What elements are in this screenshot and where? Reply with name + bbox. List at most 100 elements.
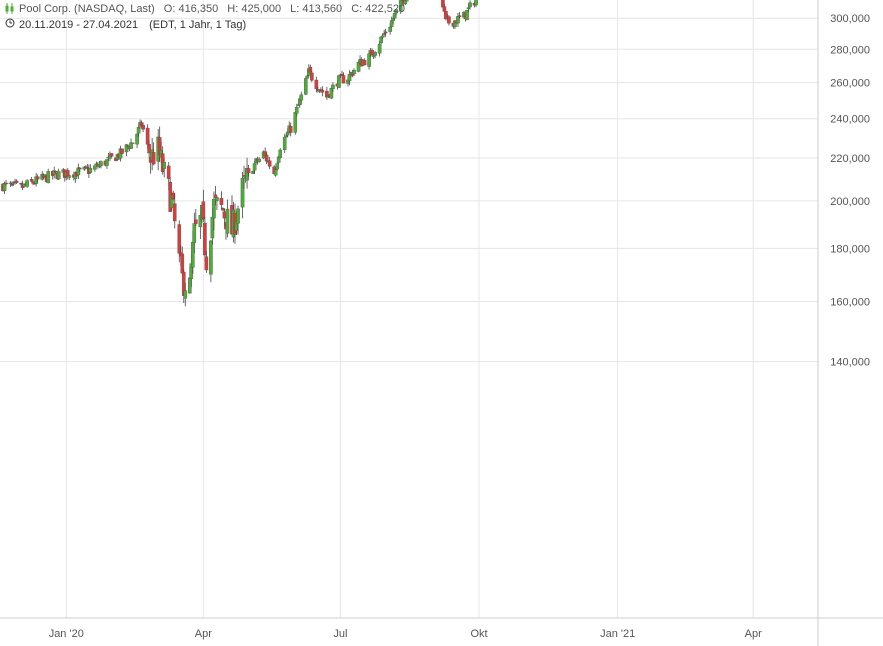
candle[interactable]: [35, 174, 40, 183]
candle-body: [273, 169, 278, 176]
candle[interactable]: [209, 239, 213, 283]
x-tick-label: Jan '21: [600, 628, 635, 640]
candle[interactable]: [320, 86, 325, 97]
candle-body: [331, 84, 335, 90]
candle[interactable]: [78, 166, 82, 172]
candle[interactable]: [377, 41, 382, 57]
candle[interactable]: [352, 68, 356, 77]
candle[interactable]: [275, 161, 279, 172]
candle[interactable]: [267, 156, 272, 170]
candle[interactable]: [299, 91, 304, 105]
candle[interactable]: [25, 178, 29, 188]
candle[interactable]: [331, 82, 335, 93]
candle[interactable]: [172, 193, 177, 229]
candle-body: [310, 72, 314, 81]
candle-body: [325, 90, 329, 98]
candle[interactable]: [105, 159, 109, 169]
candle[interactable]: [93, 163, 97, 172]
candle[interactable]: [341, 72, 346, 84]
candle[interactable]: [99, 160, 103, 169]
candle-body: [304, 78, 308, 95]
candle[interactable]: [14, 179, 19, 185]
candle[interactable]: [398, 0, 403, 15]
candle-body: [294, 107, 299, 114]
candle[interactable]: [67, 174, 72, 180]
candle[interactable]: [201, 189, 206, 223]
candle-body: [14, 180, 19, 183]
candle[interactable]: [120, 148, 124, 155]
candle[interactable]: [240, 172, 245, 219]
candle[interactable]: [183, 282, 188, 307]
candle-body: [447, 16, 451, 24]
high-value: H: 425,000: [227, 3, 282, 15]
candle[interactable]: [204, 250, 209, 273]
candle-body: [352, 69, 356, 75]
candle[interactable]: [468, 0, 472, 10]
candle[interactable]: [194, 208, 198, 227]
candle-body: [204, 256, 209, 271]
candle-body: [212, 198, 216, 219]
candle-body: [4, 182, 8, 185]
candle[interactable]: [236, 205, 240, 235]
candle[interactable]: [88, 164, 93, 174]
candle-body: [225, 208, 230, 234]
candle-body: [404, 0, 409, 2]
candle[interactable]: [147, 140, 151, 158]
candle[interactable]: [130, 142, 135, 144]
candle[interactable]: [46, 168, 50, 184]
candle[interactable]: [257, 156, 261, 163]
open-value: O: 416,350: [163, 3, 219, 15]
candle[interactable]: [29, 176, 34, 182]
candle[interactable]: [219, 191, 224, 210]
candle-body: [203, 222, 207, 256]
candle-body: [136, 127, 141, 134]
candle-body: [78, 167, 82, 170]
y-tick-label: 260,000: [830, 78, 870, 90]
candle[interactable]: [304, 75, 308, 96]
candle-body: [141, 125, 145, 130]
x-axis-labels: Jan '20 Apr Jul Okt Jan '21 Apr: [49, 628, 762, 640]
candle[interactable]: [151, 142, 156, 166]
candle[interactable]: [136, 125, 141, 137]
candle-body: [120, 148, 124, 154]
candlestick-series[interactable]: [1, 0, 794, 307]
candle-body: [209, 240, 213, 275]
range-header[interactable]: 20.11.2019 - 27.04.2021 (EDT, 1 Jahr, 1 …: [4, 18, 246, 32]
candle-body: [29, 178, 34, 182]
candle-body: [267, 160, 272, 167]
low-value: L: 413,560: [290, 3, 343, 15]
candle-body: [468, 2, 472, 8]
x-tick-label: Apr: [195, 628, 212, 640]
candle[interactable]: [246, 165, 251, 177]
candle[interactable]: [109, 153, 114, 157]
candle[interactable]: [447, 15, 451, 26]
candle[interactable]: [56, 168, 61, 180]
candle[interactable]: [465, 9, 469, 21]
candle[interactable]: [282, 133, 287, 154]
candle[interactable]: [212, 191, 216, 231]
candle[interactable]: [362, 58, 367, 66]
y-tick-label: 240,000: [830, 114, 870, 126]
candle[interactable]: [135, 133, 139, 149]
candle[interactable]: [394, 9, 398, 16]
candle[interactable]: [383, 28, 388, 38]
candle[interactable]: [474, 0, 478, 8]
candle[interactable]: [457, 11, 462, 19]
x-tick-label: Okt: [470, 628, 487, 640]
candle-body: [194, 219, 198, 224]
candle[interactable]: [278, 148, 282, 159]
candle[interactable]: [225, 199, 230, 238]
candle[interactable]: [373, 50, 377, 59]
candle[interactable]: [404, 0, 409, 2]
candle[interactable]: [162, 157, 166, 178]
candle[interactable]: [310, 70, 314, 83]
candle[interactable]: [215, 196, 219, 211]
candle-body: [308, 66, 313, 73]
candle[interactable]: [252, 160, 257, 174]
candle[interactable]: [288, 122, 293, 137]
candle[interactable]: [4, 180, 8, 186]
candle[interactable]: [203, 217, 207, 263]
candle[interactable]: [141, 122, 145, 133]
candle[interactable]: [325, 86, 329, 100]
